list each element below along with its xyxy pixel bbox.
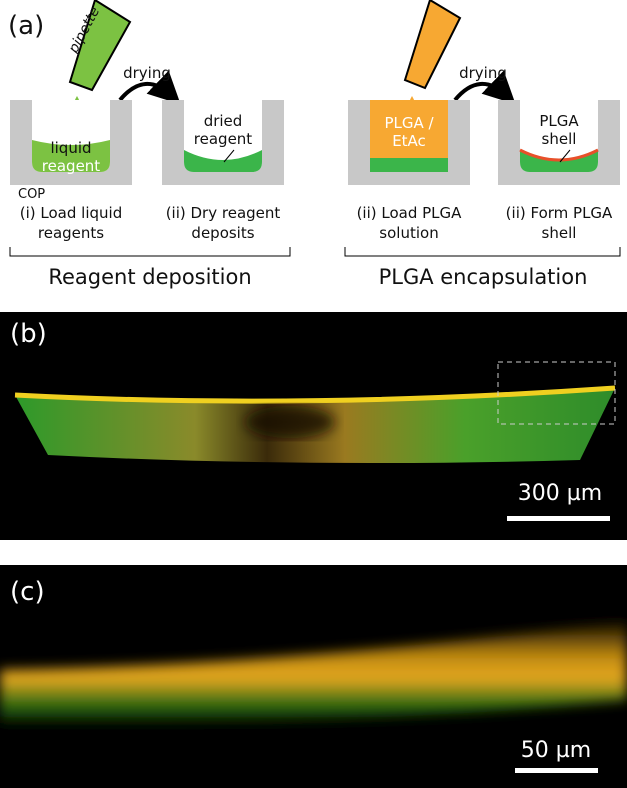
well-label: reagent xyxy=(194,130,253,148)
panel-label: (b) xyxy=(10,319,47,349)
arrow xyxy=(120,84,172,100)
caption: shell xyxy=(542,224,577,242)
well-label: liquid xyxy=(50,139,91,157)
scale-bar xyxy=(515,768,598,773)
bracket xyxy=(10,247,290,256)
bracket xyxy=(345,247,620,256)
page: (a) pipette drying drying liquidreagent(… xyxy=(0,0,627,788)
scale-label: 50 µm xyxy=(521,738,591,763)
caption: reagents xyxy=(38,224,104,242)
pipette xyxy=(405,0,460,88)
caption: (i) Load liquid xyxy=(20,204,122,222)
panel-label: (a) xyxy=(8,11,44,41)
caption: (ii) Form PLGA xyxy=(506,204,613,222)
arrow-label: drying xyxy=(459,64,507,82)
well-label: PLGA xyxy=(539,112,579,130)
scale-bar xyxy=(507,516,610,521)
arrow xyxy=(455,84,507,100)
caption: (ii) Dry reagent xyxy=(166,204,281,222)
caption: deposits xyxy=(191,224,254,242)
panel-label: (c) xyxy=(10,577,45,607)
figure: (a) pipette drying drying liquidreagent(… xyxy=(0,0,627,788)
deposit xyxy=(370,158,448,172)
well-label: reagent xyxy=(42,157,101,175)
group-label: PLGA encapsulation xyxy=(379,265,588,289)
scale-label: 300 µm xyxy=(518,481,602,506)
well-label: dried xyxy=(204,112,243,130)
well-label: shell xyxy=(542,130,577,148)
well-label: PLGA / xyxy=(384,114,434,132)
group-label: Reagent deposition xyxy=(48,265,251,289)
well-label: EtAc xyxy=(392,132,426,150)
caption: (ii) Load PLGA xyxy=(357,204,463,222)
dark-spot xyxy=(245,406,335,438)
arrow-label: drying xyxy=(123,64,171,82)
material-label: COP xyxy=(18,187,45,202)
caption: solution xyxy=(379,224,438,242)
